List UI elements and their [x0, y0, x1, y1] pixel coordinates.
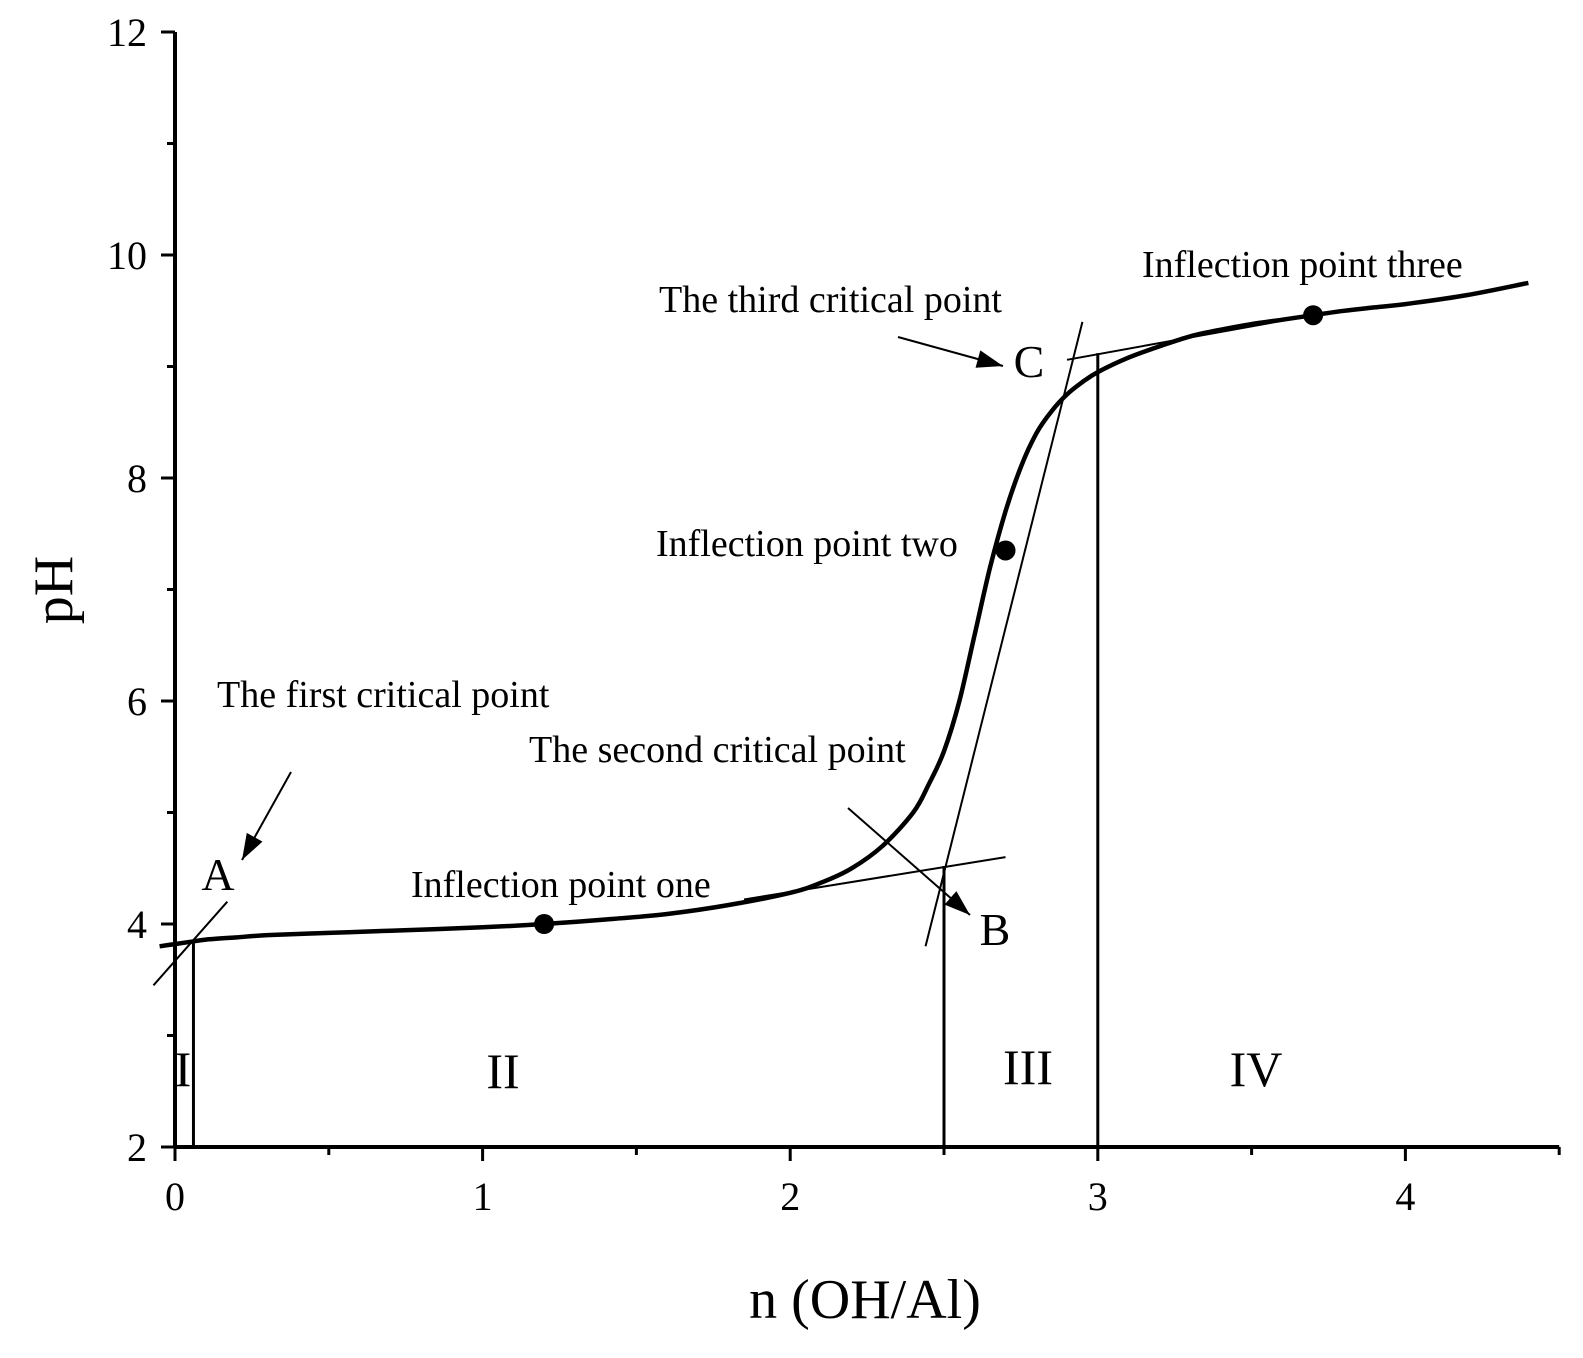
annotations — [241, 336, 1004, 916]
point-c-letter: C — [1014, 336, 1045, 387]
inflection-point-three-label: Inflection point three — [1142, 244, 1463, 286]
point-a-letter: A — [201, 849, 234, 900]
x-tick-label: 0 — [165, 1174, 185, 1219]
tangent-lines — [152, 314, 1314, 986]
x-tick-label: 2 — [780, 1174, 800, 1219]
inflection-point-two-label: Inflection point two — [656, 523, 958, 565]
inflection-point-marker — [1303, 305, 1324, 326]
region-boundaries — [191, 353, 1100, 1147]
ph-curve — [159, 280, 1529, 949]
inflection-point-one-label: Inflection point one — [411, 864, 711, 906]
region-label-4: IV — [1230, 1041, 1283, 1097]
y-tick-label: 4 — [127, 902, 147, 947]
x-tick-label: 4 — [1395, 1174, 1415, 1219]
point-b-letter: B — [980, 904, 1011, 955]
inflection-point-marker — [534, 914, 555, 934]
x-axis-label: n (OH/Al) — [749, 1269, 981, 1331]
y-tick-label: 6 — [127, 679, 147, 724]
series — [159, 280, 1529, 949]
region-label-1: I — [175, 1041, 192, 1097]
arrow-to-c-head — [975, 350, 1003, 368]
y-tick-label: 10 — [107, 233, 147, 278]
tangent-line — [924, 321, 1084, 947]
region-label-3: III — [1003, 1039, 1053, 1095]
arrow-to-b-head — [944, 891, 970, 915]
x-tick-label: 3 — [1088, 1174, 1108, 1219]
y-tick-label: 2 — [127, 1125, 147, 1170]
second-critical-point-label: The second critical point — [529, 729, 906, 771]
inflection-point-marker — [995, 540, 1016, 561]
y-tick-label: 8 — [127, 456, 147, 501]
first-critical-point-label: The first critical point — [217, 674, 550, 716]
axes — [173, 32, 1560, 1149]
arrow-to-a-head — [242, 832, 263, 860]
marked-points — [534, 305, 1324, 934]
region-label-2: II — [486, 1043, 519, 1099]
arrow-to-b-shaft — [847, 807, 971, 916]
y-axis-label: pH — [23, 556, 85, 624]
y-tick-label: 12 — [107, 10, 147, 55]
third-critical-point-label: The third critical point — [659, 279, 1002, 321]
x-tick-label: 1 — [473, 1174, 493, 1219]
